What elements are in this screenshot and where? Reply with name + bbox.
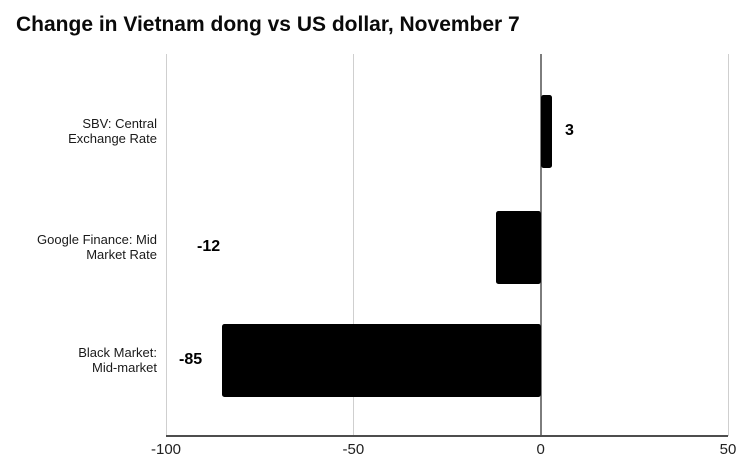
x-tick-label: -50 xyxy=(342,441,365,458)
x-tick-label: -100 xyxy=(150,441,182,458)
value-label: -85 xyxy=(179,351,203,368)
gridline xyxy=(165,54,167,436)
category-label: Google Finance: Mid Market Rate xyxy=(0,232,157,262)
chart-title: Change in Vietnam dong vs US dollar, Nov… xyxy=(16,13,520,36)
category-label-line: Mid-market xyxy=(91,360,157,375)
gridline xyxy=(727,54,729,436)
category-label-line: Black Market: xyxy=(78,345,157,360)
category-label-line: Google Finance: Mid xyxy=(37,232,157,247)
category-label-line: Market Rate xyxy=(86,247,157,262)
bar xyxy=(540,94,552,168)
zero-gridline xyxy=(539,54,542,436)
category-label: Black Market: Mid-market xyxy=(0,345,157,375)
category-label: SBV: Central Exchange Rate xyxy=(0,116,157,146)
x-tick-label: 50 xyxy=(719,441,737,458)
x-axis-line xyxy=(166,435,728,437)
category-label-line: Exchange Rate xyxy=(68,131,157,146)
value-label: -12 xyxy=(197,238,221,255)
bar xyxy=(495,210,541,284)
x-tick-label: 0 xyxy=(536,441,545,458)
category-label-line: SBV: Central xyxy=(82,116,157,131)
bar xyxy=(222,323,541,397)
gridline xyxy=(352,54,354,436)
value-label: 3 xyxy=(565,122,574,139)
